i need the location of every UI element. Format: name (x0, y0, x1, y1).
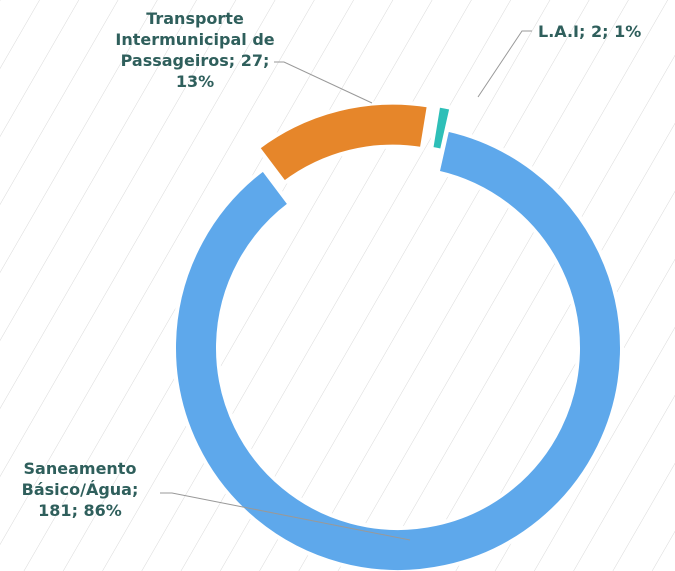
data-label: Transporte Intermunicipal de Passageiros… (110, 8, 280, 92)
leaders (160, 30, 532, 541)
label-part: 13% (175, 72, 215, 91)
label-part: 27 (241, 51, 270, 70)
donut-slice (255, 100, 432, 186)
leader-line (160, 492, 411, 541)
label-part: 86% (83, 501, 122, 520)
label-part: Saneamento Básico/Água (22, 459, 139, 499)
donut-slice (172, 127, 624, 571)
label-part: 2 (591, 22, 614, 41)
label-part: 1% (614, 22, 642, 41)
data-label: L.A.I21% (538, 21, 675, 42)
label-part: 181 (38, 501, 83, 520)
label-part: L.A.I (538, 22, 591, 41)
slices (172, 100, 624, 571)
leader-line (477, 30, 532, 98)
leader-line (274, 61, 373, 104)
data-label: Saneamento Básico/Água 18186% (0, 458, 160, 521)
